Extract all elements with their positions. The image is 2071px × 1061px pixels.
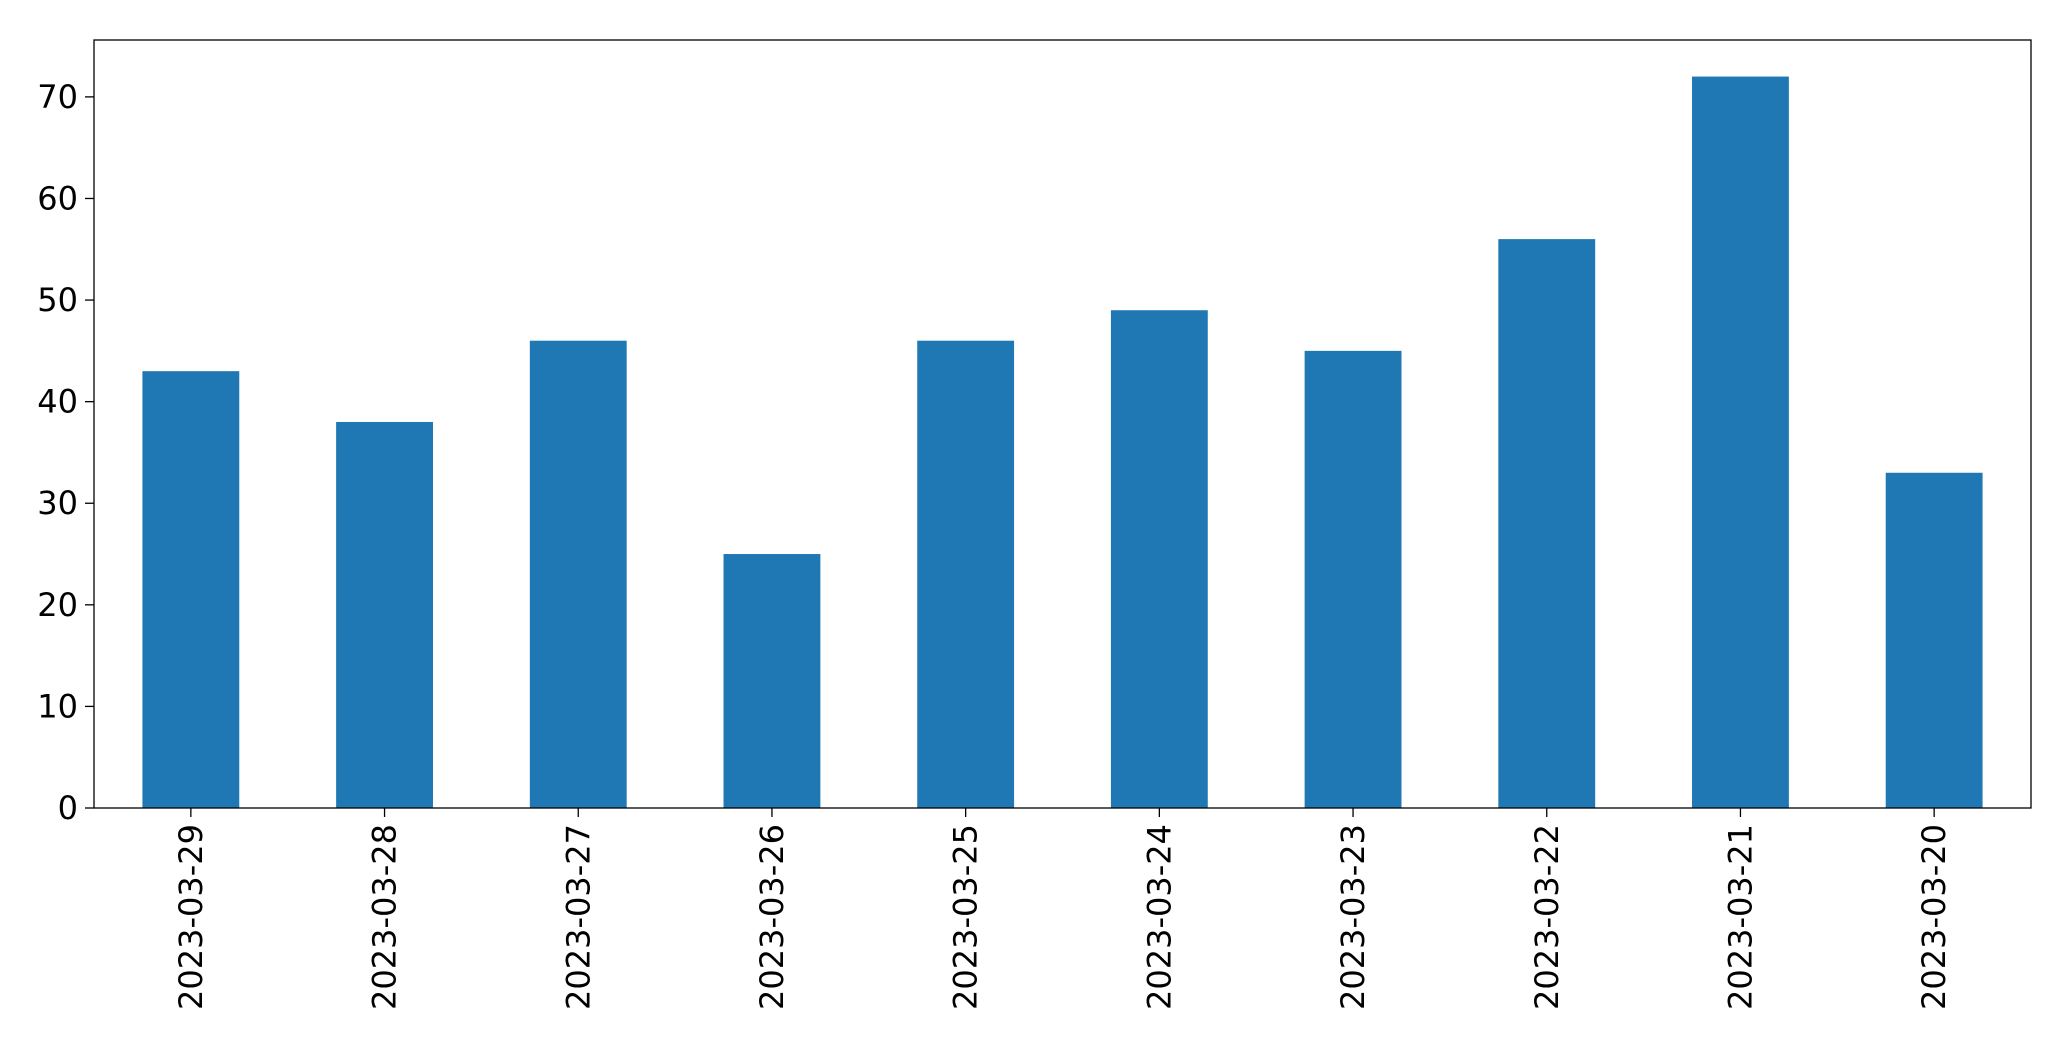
x-tick-label: 2023-03-29 — [172, 824, 210, 1010]
x-tick-label: 2023-03-27 — [559, 824, 597, 1010]
y-tick-label: 60 — [37, 179, 78, 217]
y-tick-label: 20 — [37, 586, 78, 624]
bar — [142, 371, 240, 808]
x-tick-label: 2023-03-28 — [366, 824, 404, 1010]
bar — [1110, 310, 1208, 808]
x-tick-label: 2023-03-24 — [1140, 824, 1178, 1010]
x-tick-label: 2023-03-26 — [753, 824, 791, 1010]
x-tick-label: 2023-03-25 — [947, 824, 985, 1010]
bar — [529, 340, 627, 808]
y-tick-label: 0 — [58, 789, 78, 827]
y-tick-label: 30 — [37, 484, 78, 522]
y-tick-label: 50 — [37, 281, 78, 319]
y-tick-label: 70 — [37, 78, 78, 116]
bar — [1304, 350, 1402, 808]
x-tick-label: 2023-03-23 — [1334, 824, 1372, 1010]
x-tick-label: 2023-03-21 — [1721, 824, 1759, 1010]
y-tick-label: 40 — [37, 383, 78, 421]
y-tick-label: 10 — [37, 687, 78, 725]
plot-frame — [93, 39, 2032, 809]
x-tick-label: 2023-03-22 — [1528, 824, 1566, 1010]
bar — [723, 554, 821, 808]
bar — [1885, 472, 1983, 808]
bar — [1498, 239, 1596, 809]
x-tick-label: 2023-03-20 — [1915, 824, 1953, 1010]
bar — [917, 340, 1015, 808]
bar — [1692, 76, 1789, 809]
bar — [336, 421, 433, 808]
